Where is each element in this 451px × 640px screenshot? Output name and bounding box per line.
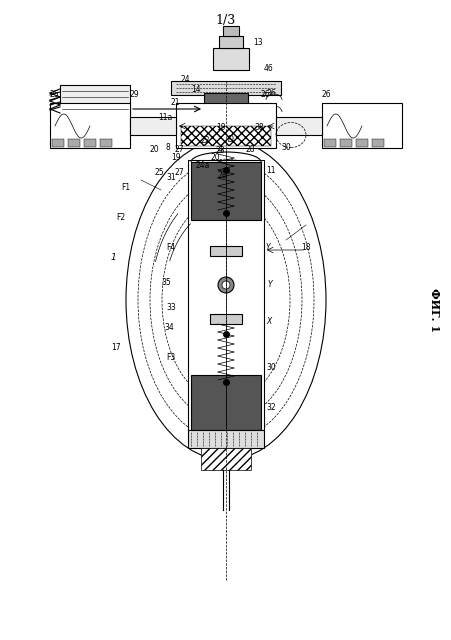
Bar [60,85,130,115]
Text: 14: 14 [191,85,200,94]
Text: F4: F4 [166,243,175,252]
Text: Y: Y [265,243,270,252]
Text: 11: 11 [265,166,275,175]
Text: 1/3: 1/3 [216,13,235,26]
Text: F2: F2 [116,213,125,222]
Circle shape [221,281,230,289]
Text: 11a: 11a [158,113,172,122]
Text: 19: 19 [170,153,180,162]
Text: 8: 8 [166,143,170,152]
Text: D: D [227,135,233,144]
Bar [212,48,249,70]
Text: 1: 1 [111,253,116,262]
Text: 20: 20 [150,145,159,154]
Text: 33: 33 [166,303,175,312]
Bar [210,246,241,256]
Text: 24a: 24a [196,161,210,170]
Bar [230,123,235,128]
Text: 24: 24 [180,75,190,84]
Text: 17: 17 [111,343,120,352]
Text: Y: Y [267,280,272,289]
Text: 29: 29 [130,90,139,99]
Text: 31: 31 [166,173,175,182]
Bar [203,93,248,125]
Bar [339,139,351,147]
Bar [68,139,80,147]
Bar [221,123,226,128]
Bar [321,103,401,148]
Text: 30: 30 [281,143,290,152]
Bar [191,375,260,430]
Text: 13: 13 [253,38,262,47]
Bar [210,314,241,324]
Bar [238,123,243,128]
Text: 21: 21 [170,98,180,107]
Circle shape [217,277,234,293]
Bar [191,162,260,220]
Text: 36: 36 [265,89,275,98]
Text: F1: F1 [121,183,130,192]
Text: 25: 25 [155,168,164,177]
Text: 22: 22 [201,136,210,145]
Text: 19: 19 [216,123,225,132]
Bar [84,139,96,147]
Bar [323,139,335,147]
Bar [180,126,271,146]
Bar [188,160,263,430]
Bar [100,139,112,147]
Text: 26: 26 [321,90,331,99]
Text: F3: F3 [166,353,175,362]
Text: 34: 34 [164,323,173,332]
Bar [206,123,211,128]
Text: 27: 27 [175,145,184,154]
Text: X: X [265,317,271,326]
Bar [130,117,175,135]
Bar [175,103,276,148]
Bar [219,36,243,48]
Bar [50,103,130,148]
Text: 4: 4 [217,145,222,154]
Text: 27: 27 [175,168,184,177]
Text: 28: 28 [245,145,255,154]
Text: 30: 30 [265,363,275,372]
Text: 20: 20 [211,153,220,162]
Text: 35: 35 [161,278,170,287]
Text: 46: 46 [263,64,273,73]
Bar [371,139,383,147]
Bar [276,117,321,135]
Text: 18: 18 [300,243,310,252]
Bar [188,430,263,448]
Bar [245,123,250,128]
Text: 32: 32 [265,403,275,412]
Text: 26: 26 [260,90,270,99]
Text: 28: 28 [217,171,227,180]
Bar [355,139,367,147]
Bar [170,81,281,95]
Bar [201,448,250,470]
Text: 38: 38 [253,123,263,132]
Bar [222,26,239,36]
Text: 23: 23 [216,146,225,155]
Bar [213,123,219,128]
Text: ФИГ. 1: ФИГ. 1 [428,288,440,332]
Text: 25: 25 [50,90,60,99]
Bar [52,139,64,147]
